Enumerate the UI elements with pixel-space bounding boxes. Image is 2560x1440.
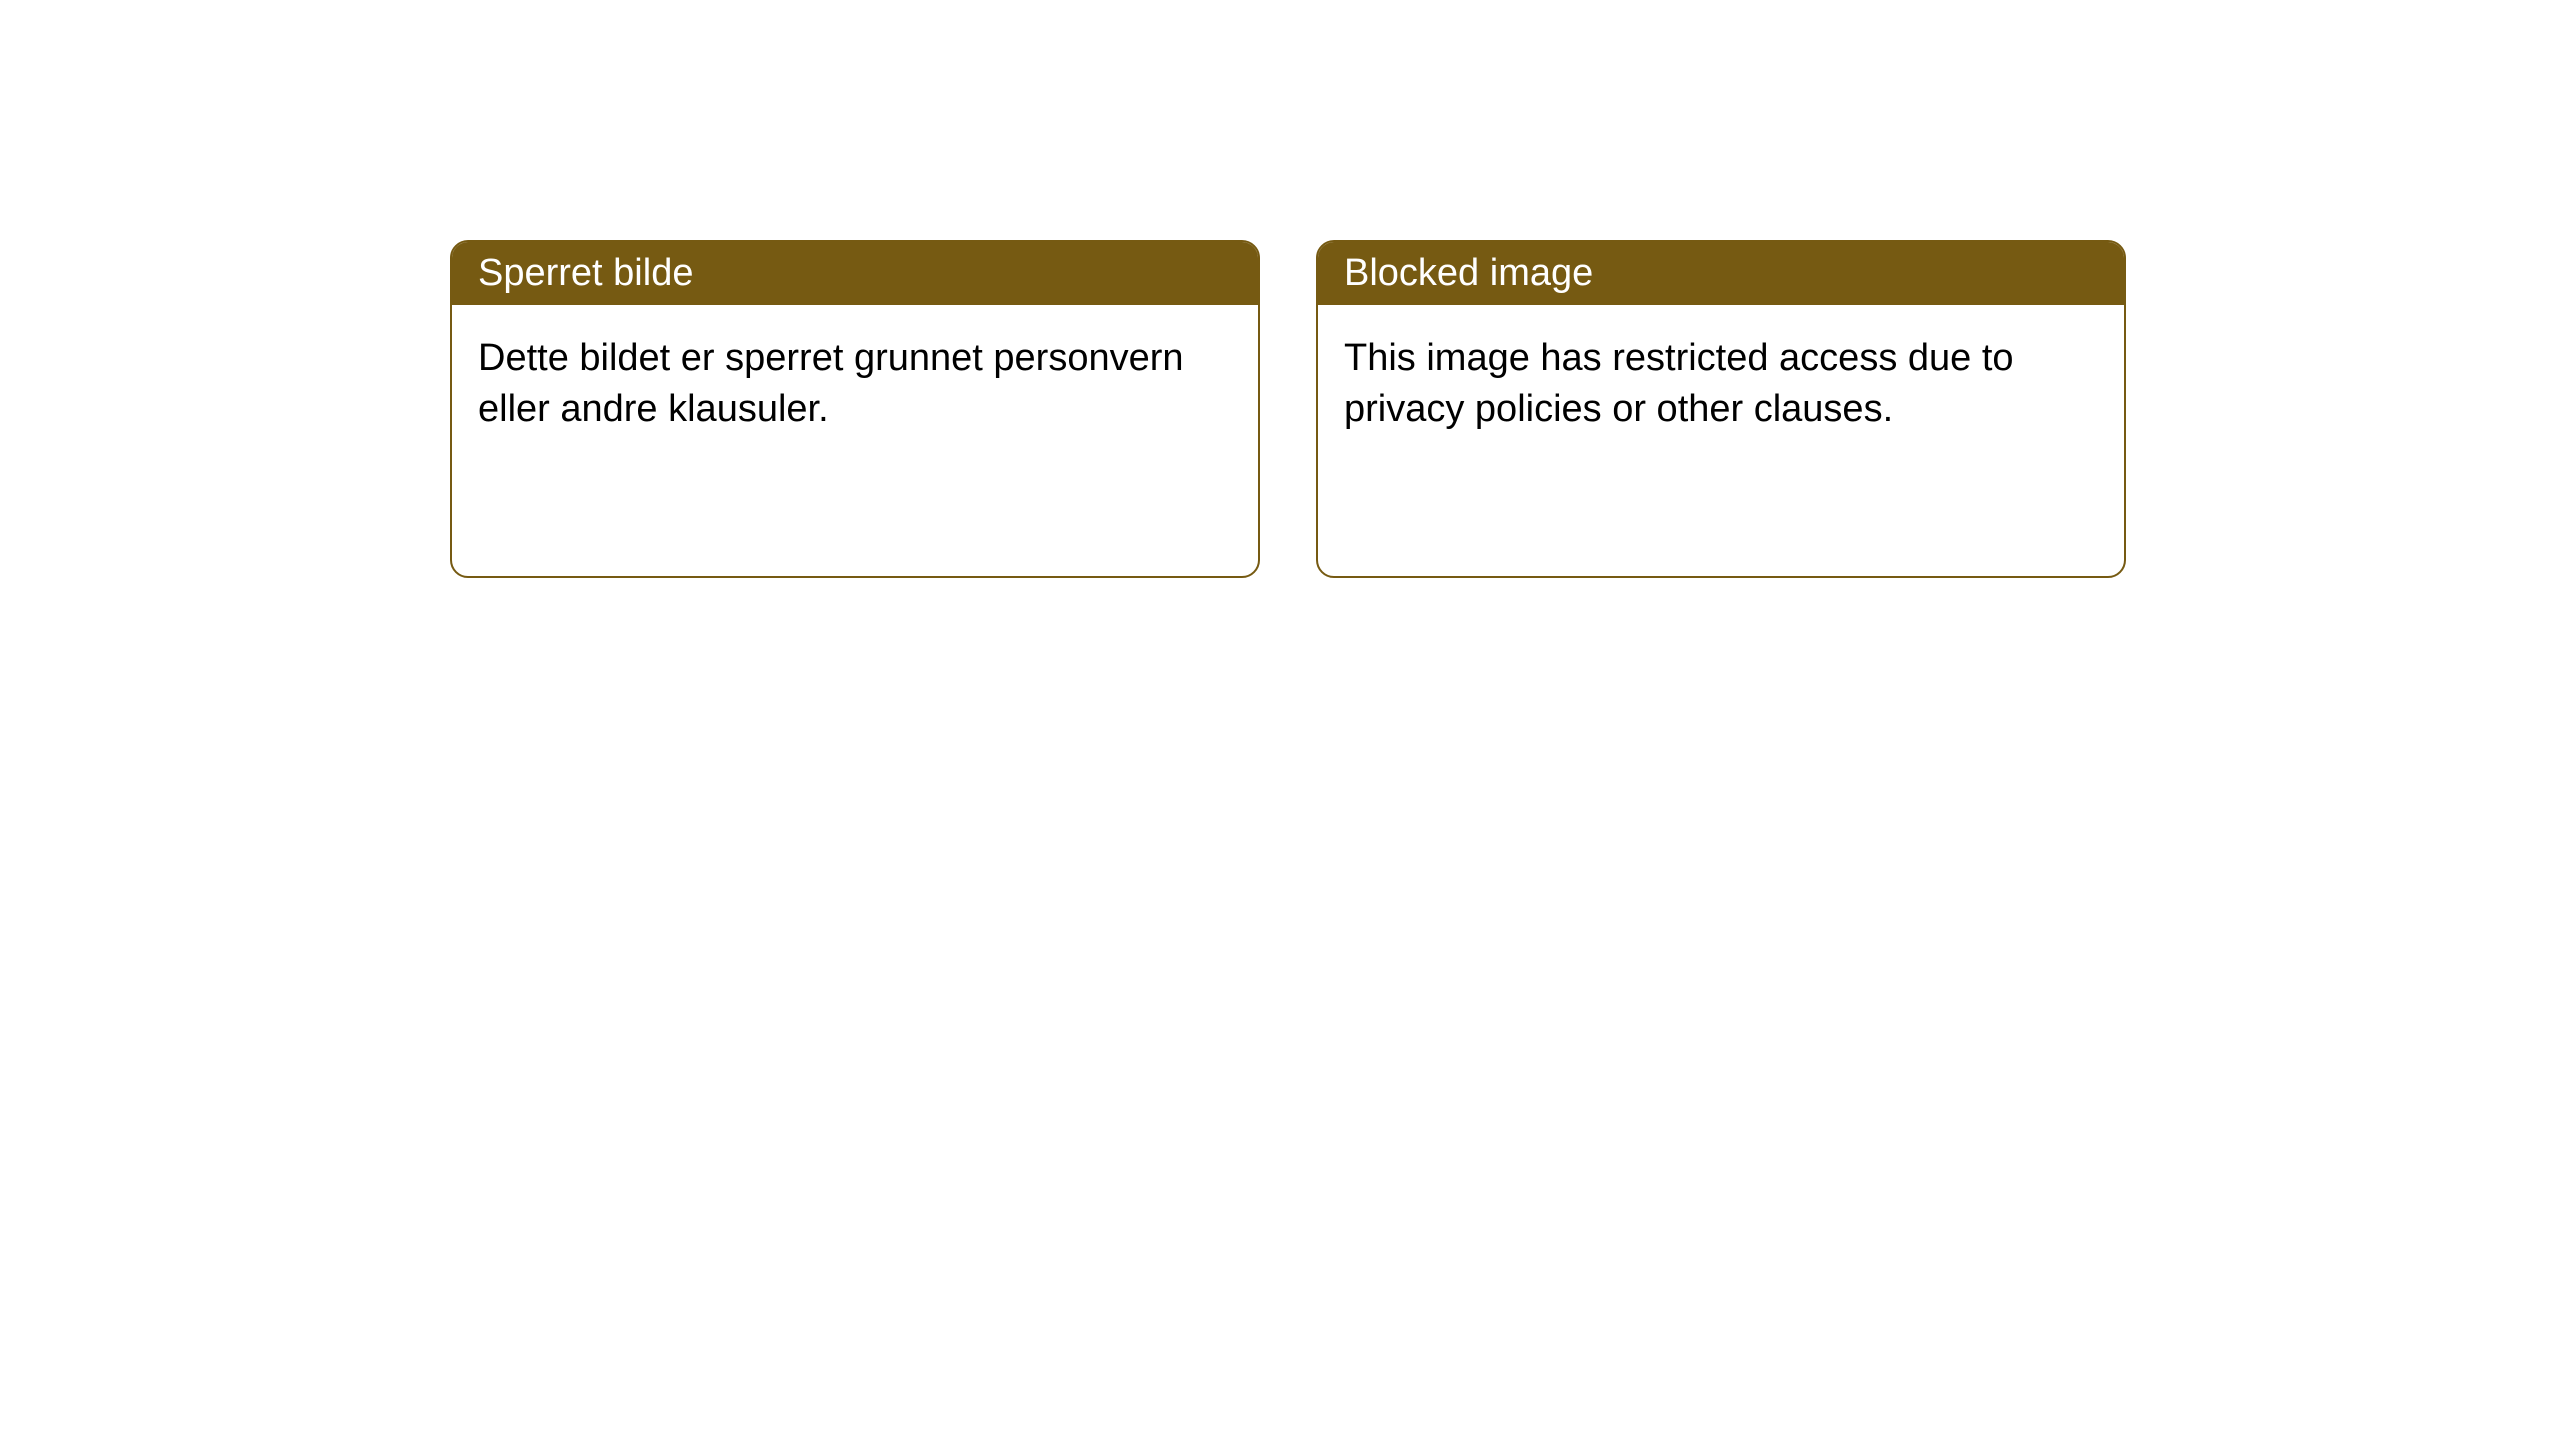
- card-title: Sperret bilde: [478, 252, 693, 294]
- card-body-text: Dette bildet er sperret grunnet personve…: [478, 337, 1184, 430]
- card-body: This image has restricted access due to …: [1318, 305, 2124, 464]
- card-body-text: This image has restricted access due to …: [1344, 337, 2014, 430]
- notice-cards-container: Sperret bilde Dette bildet er sperret gr…: [450, 240, 2126, 578]
- card-title: Blocked image: [1344, 252, 1593, 294]
- card-body: Dette bildet er sperret grunnet personve…: [452, 305, 1258, 464]
- blocked-image-card-no: Sperret bilde Dette bildet er sperret gr…: [450, 240, 1260, 578]
- blocked-image-card-en: Blocked image This image has restricted …: [1316, 240, 2126, 578]
- card-header: Sperret bilde: [452, 242, 1258, 305]
- card-header: Blocked image: [1318, 242, 2124, 305]
